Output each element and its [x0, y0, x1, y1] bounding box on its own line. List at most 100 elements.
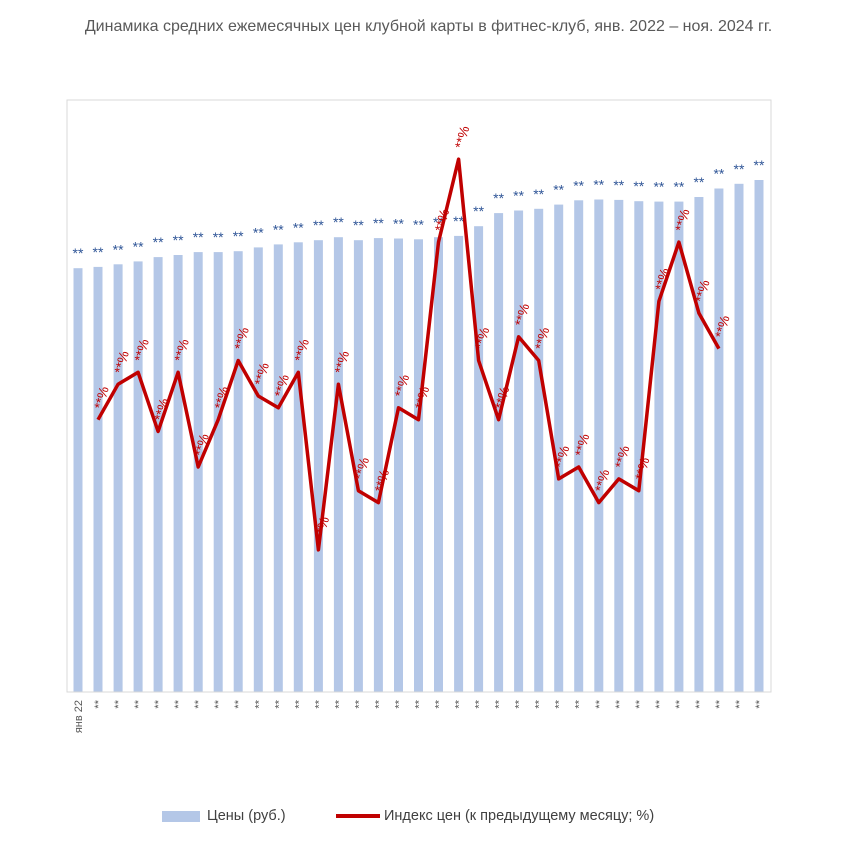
price-data-label: ** — [393, 216, 404, 232]
price-bar — [333, 237, 343, 692]
x-tick-label: ** — [594, 699, 606, 708]
price-bar — [173, 255, 183, 692]
x-tick-label: ** — [714, 699, 726, 708]
x-axis-tick-labels: янв 22 ** ** ** ** ** ** ** ** ** ** ** ** ** ** ** ** **… — [73, 699, 766, 733]
x-tick-label: ** — [514, 699, 526, 708]
index-data-label: **% — [132, 337, 152, 363]
price-bar — [193, 252, 203, 692]
price-data-label: ** — [533, 186, 544, 202]
price-data-label: ** — [573, 177, 584, 193]
index-data-label: **% — [372, 468, 392, 494]
price-data-label: ** — [433, 214, 444, 230]
price-bar — [233, 251, 243, 692]
price-bar — [373, 238, 383, 692]
legend-label-index: Индекс цен (к предыдущему месяцу; %) — [384, 808, 655, 824]
price-data-label: ** — [413, 216, 424, 232]
index-data-label: **% — [472, 326, 492, 352]
x-tick-label: ** — [434, 699, 446, 708]
legend-item-index: Индекс цен (к предыдущему месяцу; %) — [336, 808, 654, 824]
price-data-label: ** — [113, 241, 124, 257]
x-tick-label: ** — [394, 699, 406, 708]
chart-title: Динамика средних ежемесячных цен клубной… — [84, 18, 773, 35]
index-data-label: **% — [512, 302, 532, 328]
x-tick-label: ** — [113, 699, 125, 708]
price-data-label: ** — [153, 234, 164, 250]
index-data-label: **% — [592, 468, 612, 494]
price-data-label: ** — [553, 182, 564, 198]
index-data-label: **% — [412, 385, 432, 411]
index-data-label: **% — [252, 361, 272, 387]
price-data-label: ** — [673, 179, 684, 195]
index-data-label: **% — [192, 432, 212, 458]
price-data-label: ** — [373, 215, 384, 231]
x-tick-label: ** — [153, 699, 165, 708]
price-bar — [253, 247, 263, 692]
x-tick-label: ** — [634, 699, 646, 708]
index-data-label: **% — [612, 444, 632, 470]
price-data-label: ** — [333, 214, 344, 230]
price-data-label: ** — [693, 174, 704, 190]
x-tick-label: ** — [494, 699, 506, 708]
bar-data-labels: ** ** ** ** ** ** ** ** ** ** ** ** ** ** ** ** ** ** ** **… — [73, 157, 765, 261]
price-bar — [93, 266, 103, 692]
price-bar — [414, 239, 423, 693]
index-data-label: **% — [232, 326, 252, 352]
price-data-label: ** — [213, 229, 224, 245]
x-tick-label: ** — [333, 699, 345, 708]
x-tick-label: ** — [273, 699, 285, 708]
price-bar — [694, 197, 704, 692]
price-data-label: ** — [633, 178, 644, 194]
price-bar — [574, 200, 584, 693]
index-data-label: **% — [332, 349, 352, 375]
price-data-label: ** — [613, 177, 624, 193]
price-data-label: ** — [473, 203, 484, 219]
legend-label-prices: Цены (руб.) — [207, 808, 286, 824]
price-data-label: ** — [133, 238, 144, 254]
price-bar — [674, 201, 684, 692]
price-data-label: ** — [273, 221, 284, 237]
price-bar — [474, 226, 484, 692]
price-bar — [454, 235, 464, 692]
price-data-label: ** — [253, 224, 264, 240]
price-bar — [153, 257, 163, 692]
price-data-label: ** — [173, 232, 184, 248]
x-tick-label: ** — [754, 699, 766, 708]
x-tick-label: ** — [313, 699, 325, 708]
index-data-label: **% — [672, 207, 692, 233]
price-bar — [313, 240, 323, 692]
price-data-label: ** — [193, 229, 204, 245]
index-data-label: **% — [312, 515, 332, 541]
price-data-label: ** — [293, 219, 304, 235]
price-bar — [654, 201, 664, 692]
price-bar — [754, 180, 764, 692]
price-index-line — [96, 157, 721, 552]
x-tick-label: ** — [173, 699, 185, 708]
legend-item-prices: Цены (руб.) — [162, 808, 286, 824]
price-data-label: ** — [233, 228, 244, 244]
price-bar — [293, 242, 303, 693]
index-data-label: **% — [91, 385, 111, 411]
x-tick-label: ** — [414, 699, 426, 708]
index-data-label: **% — [152, 397, 172, 423]
x-tick-label: янв 22 — [73, 700, 85, 733]
x-tick-label: ** — [534, 699, 546, 708]
index-data-label: **% — [392, 373, 412, 399]
index-data-label: **% — [452, 124, 472, 150]
index-data-label: **% — [572, 432, 592, 458]
price-bar — [73, 268, 83, 692]
index-data-label: **% — [652, 266, 672, 292]
index-data-label: **% — [532, 326, 552, 352]
price-data-label: ** — [453, 213, 464, 229]
x-tick-label: ** — [734, 699, 746, 708]
x-tick-label: ** — [614, 699, 626, 708]
x-tick-label: ** — [253, 699, 265, 708]
index-data-label: **% — [292, 337, 312, 363]
x-tick-label: ** — [233, 699, 245, 708]
index-data-label: **% — [692, 278, 712, 304]
index-data-label: **% — [112, 349, 132, 375]
price-bar — [734, 183, 744, 693]
price-data-label: ** — [653, 179, 664, 195]
price-bar — [614, 199, 624, 692]
price-bar — [353, 240, 363, 692]
